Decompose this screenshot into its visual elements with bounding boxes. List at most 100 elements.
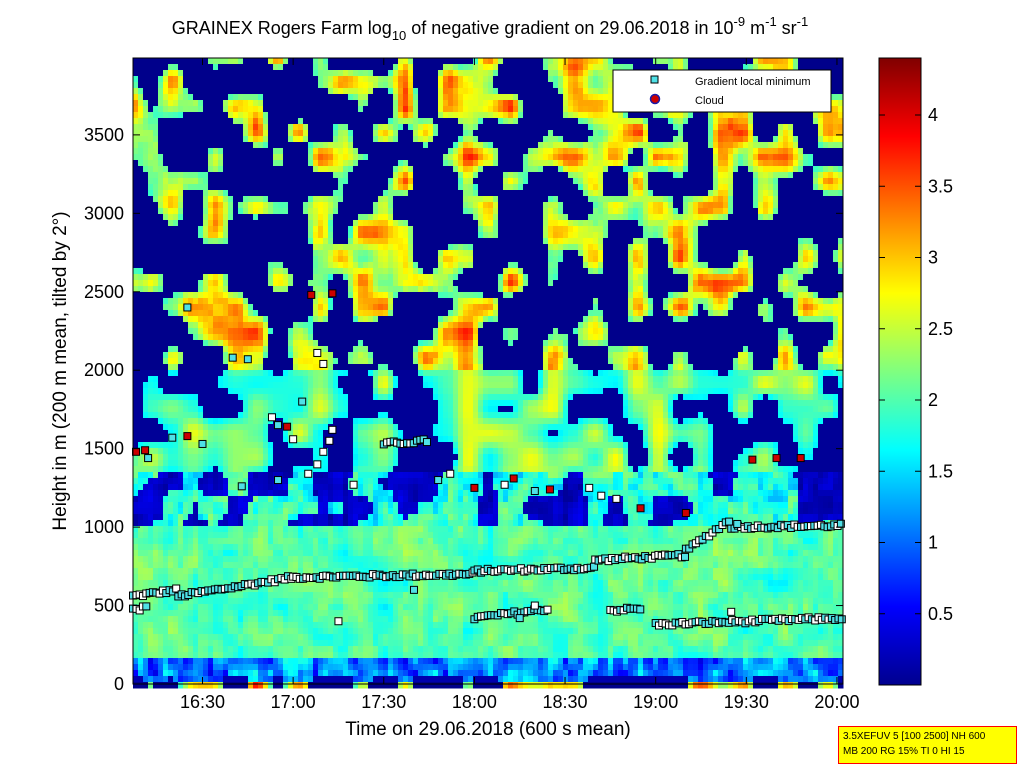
heatmap-cell bbox=[178, 352, 184, 359]
heatmap-cell bbox=[308, 682, 314, 689]
heatmap-cell bbox=[243, 298, 249, 305]
heatmap-cell bbox=[193, 538, 199, 545]
heatmap-cell bbox=[253, 460, 259, 467]
heatmap-cell bbox=[283, 508, 289, 515]
heatmap-cell bbox=[353, 682, 359, 689]
heatmap-cell bbox=[208, 478, 214, 485]
heatmap-cell bbox=[178, 628, 184, 635]
heatmap-cell bbox=[353, 244, 359, 251]
heatmap-cell bbox=[363, 250, 369, 257]
heatmap-cell bbox=[203, 352, 209, 359]
heatmap-cell bbox=[218, 484, 224, 491]
heatmap-cell bbox=[343, 646, 349, 653]
heatmap-cell bbox=[148, 682, 154, 689]
heatmap-cell bbox=[223, 538, 229, 545]
heatmap-cell bbox=[208, 214, 214, 221]
heatmap-cell bbox=[223, 202, 229, 209]
heatmap-cell bbox=[243, 424, 249, 431]
heatmap-cell bbox=[203, 172, 209, 179]
heatmap-cell bbox=[243, 448, 249, 455]
heatmap-cell bbox=[183, 502, 189, 509]
heatmap-cell bbox=[133, 322, 139, 329]
heatmap-cell bbox=[188, 124, 194, 131]
heatmap-cell bbox=[243, 364, 249, 371]
heatmap-cell bbox=[153, 526, 159, 533]
heatmap-cell bbox=[358, 556, 364, 563]
heatmap-cell bbox=[178, 634, 184, 641]
heatmap-cell bbox=[363, 256, 369, 263]
heatmap-cell bbox=[333, 124, 339, 131]
heatmap-cell bbox=[298, 562, 304, 569]
heatmap-cell bbox=[188, 550, 194, 557]
heatmap-cell bbox=[258, 682, 264, 689]
heatmap-cell bbox=[223, 526, 229, 533]
heatmap-cell bbox=[193, 196, 199, 203]
heatmap-cell bbox=[188, 520, 194, 527]
heatmap-cell bbox=[323, 556, 329, 563]
heatmap-cell bbox=[363, 124, 369, 131]
heatmap-cell bbox=[233, 364, 239, 371]
heatmap-cell bbox=[133, 478, 139, 485]
heatmap-cell bbox=[248, 652, 254, 659]
heatmap-cell bbox=[193, 520, 199, 527]
heatmap-cell bbox=[143, 400, 149, 407]
heatmap-cell bbox=[278, 538, 284, 545]
heatmap-cell bbox=[158, 376, 164, 383]
heatmap-cell bbox=[163, 316, 169, 323]
heatmap-cell bbox=[328, 508, 334, 515]
heatmap-cell bbox=[153, 118, 159, 125]
heatmap-cell bbox=[303, 424, 309, 431]
heatmap-cell bbox=[343, 472, 349, 479]
heatmap-cell bbox=[333, 232, 339, 239]
heatmap-cell bbox=[273, 664, 279, 671]
heatmap-cell bbox=[273, 460, 279, 467]
heatmap-cell bbox=[328, 388, 334, 395]
heatmap-cell bbox=[208, 496, 214, 503]
heatmap-cell bbox=[218, 292, 224, 299]
heatmap-cell bbox=[273, 274, 279, 281]
heatmap-cell bbox=[313, 190, 319, 197]
heatmap-cell bbox=[278, 394, 284, 401]
heatmap-cell bbox=[353, 190, 359, 197]
heatmap-cell bbox=[323, 274, 329, 281]
heatmap-cell bbox=[353, 112, 359, 119]
heatmap-cell bbox=[208, 202, 214, 209]
heatmap-cell bbox=[283, 352, 289, 359]
heatmap-cell bbox=[223, 454, 229, 461]
heatmap-cell bbox=[143, 388, 149, 395]
heatmap-cell bbox=[323, 466, 329, 473]
heatmap-cell bbox=[208, 532, 214, 539]
heatmap-cell bbox=[243, 664, 249, 671]
heatmap-cell bbox=[183, 538, 189, 545]
heatmap-cell bbox=[173, 106, 179, 113]
heatmap-cell bbox=[343, 88, 349, 95]
heatmap-cell bbox=[298, 316, 304, 323]
heatmap-cell bbox=[153, 76, 159, 83]
heatmap-cell bbox=[293, 502, 299, 509]
heatmap-cell bbox=[308, 280, 314, 287]
heatmap-cell bbox=[273, 76, 279, 83]
heatmap-cell bbox=[358, 610, 364, 617]
heatmap-cell bbox=[248, 328, 254, 335]
heatmap-cell bbox=[138, 496, 144, 503]
heatmap-cell bbox=[303, 382, 309, 389]
heatmap-cell bbox=[138, 184, 144, 191]
heatmap-cell bbox=[208, 664, 214, 671]
heatmap-cell bbox=[168, 250, 174, 257]
heatmap-cell bbox=[238, 190, 244, 197]
heatmap-cell bbox=[258, 406, 264, 413]
heatmap-cell bbox=[368, 214, 374, 221]
heatmap-cell bbox=[178, 244, 184, 251]
heatmap-cell bbox=[348, 94, 354, 101]
heatmap-cell bbox=[163, 490, 169, 497]
heatmap-cell bbox=[363, 484, 369, 491]
heatmap-cell bbox=[288, 610, 294, 617]
heatmap-cell bbox=[318, 478, 324, 485]
heatmap-cell bbox=[318, 508, 324, 515]
heatmap-cell bbox=[173, 532, 179, 539]
heatmap-cell bbox=[363, 412, 369, 419]
heatmap-cell bbox=[368, 136, 374, 143]
heatmap-cell bbox=[228, 298, 234, 305]
heatmap-cell bbox=[183, 556, 189, 563]
heatmap-cell bbox=[133, 658, 139, 665]
